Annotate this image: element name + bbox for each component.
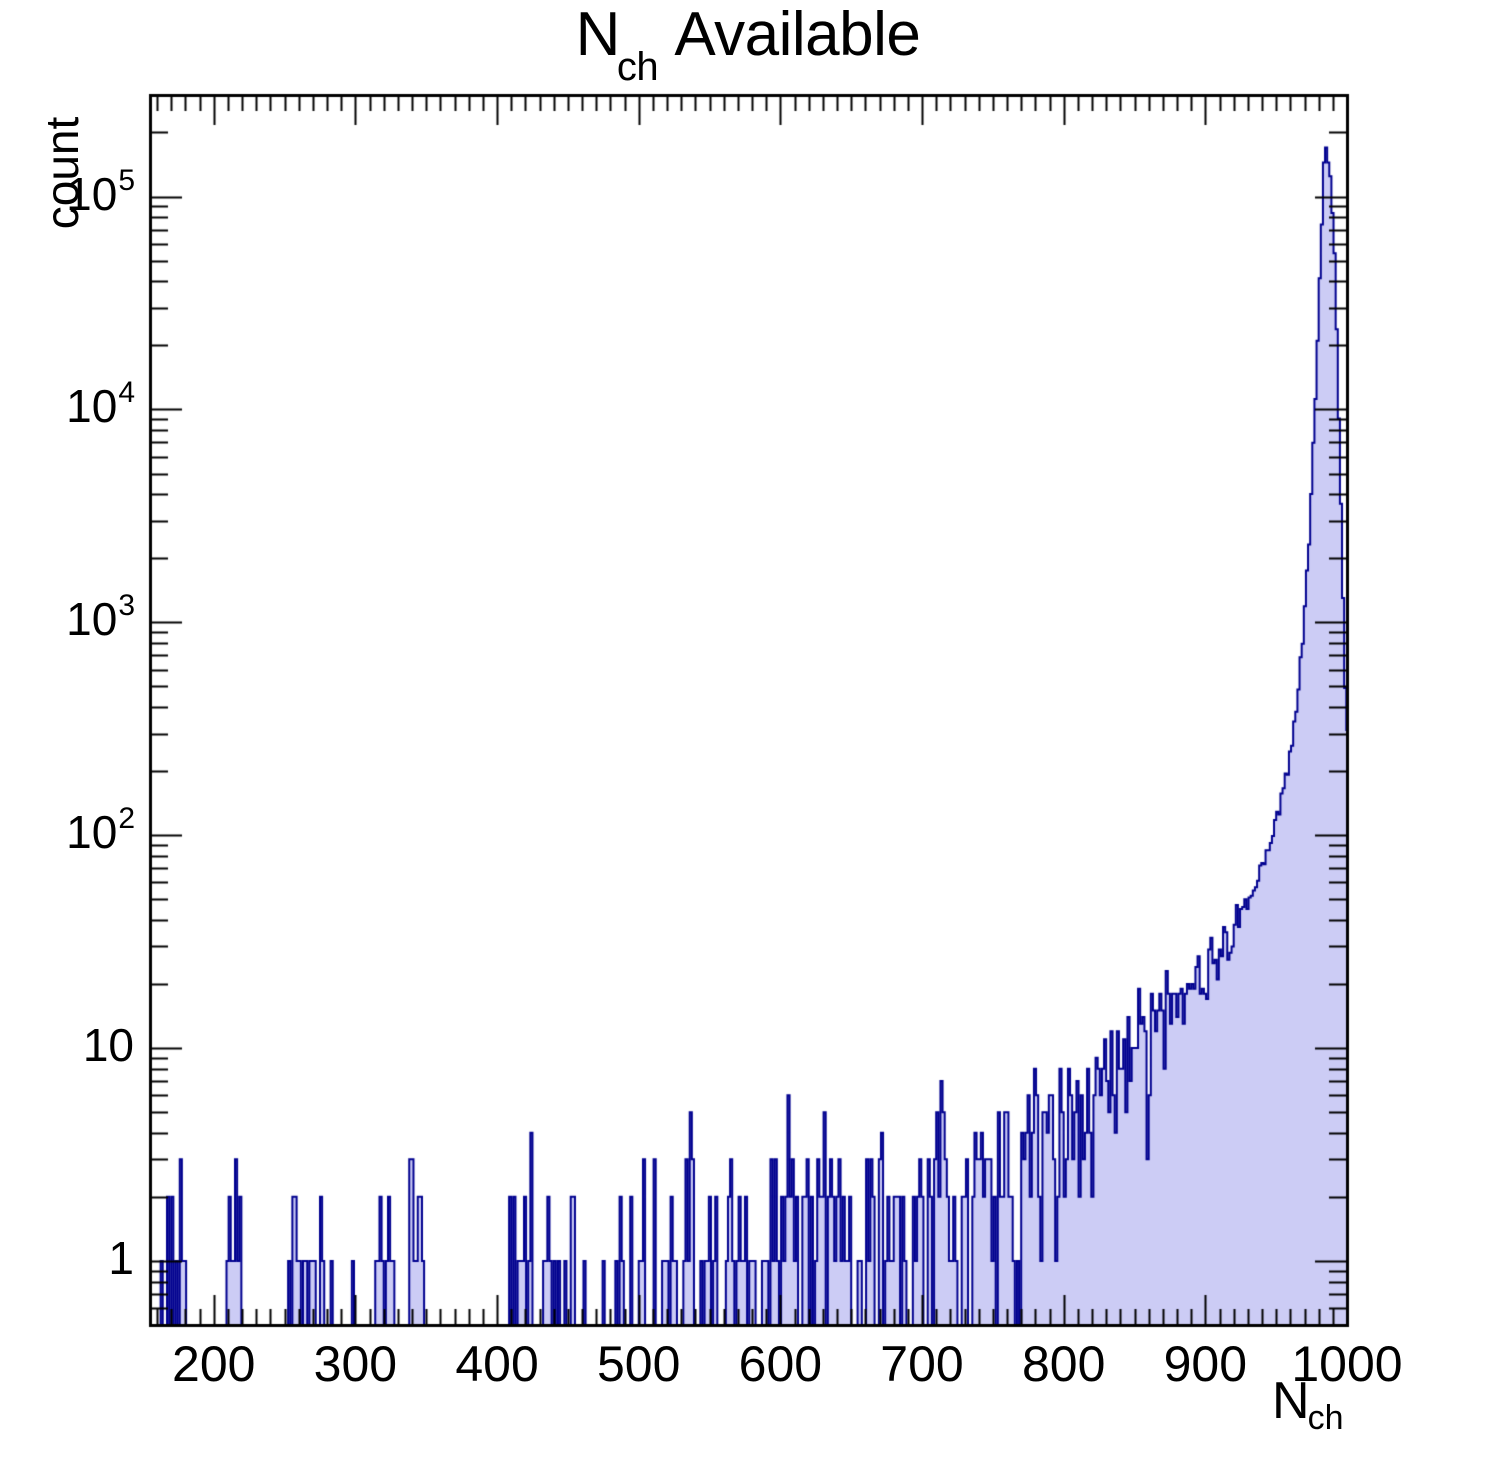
y-tick-label: 105 [0, 165, 135, 220]
x-tick-label: 1000 [1291, 1336, 1403, 1392]
x-tick-label: 700 [880, 1336, 964, 1392]
y-tick-label-exponent: 4 [118, 376, 135, 410]
chart-title: Nch Available [0, 4, 1496, 88]
y-tick-label-base: 10 [82, 1019, 134, 1072]
x-axis-title-subscript: ch [1307, 1399, 1344, 1437]
chart-title-rest: Available [661, 0, 921, 69]
y-tick-label: 103 [0, 591, 135, 646]
x-tick-label: 200 [172, 1336, 256, 1392]
x-tick-label: 600 [738, 1336, 823, 1392]
x-tick-label: 300 [313, 1336, 398, 1392]
y-tick-label-base: 10 [66, 593, 118, 646]
y-tick-label: 104 [0, 378, 135, 433]
y-tick-label-base: 10 [66, 167, 118, 220]
x-tick-label: 800 [1021, 1336, 1106, 1392]
y-tick-label-exponent: 5 [118, 163, 135, 197]
y-tick-label: 10 [0, 1022, 134, 1068]
y-tick-label: 1 [0, 1235, 134, 1281]
chart-title-subscript: ch [616, 45, 659, 90]
y-tick-label-exponent: 2 [118, 802, 135, 836]
y-tick-label-base: 10 [66, 380, 118, 433]
y-tick-label: 102 [0, 804, 135, 859]
y-tick-label-base: 1 [108, 1231, 134, 1284]
chart-title-main: N [575, 0, 621, 69]
x-tick-label: 900 [1163, 1336, 1248, 1392]
x-tick-label: 400 [455, 1336, 539, 1392]
x-axis-title: Nch [1272, 1372, 1345, 1435]
x-tick-label: 500 [596, 1336, 681, 1392]
y-tick-label-exponent: 3 [118, 589, 135, 623]
x-axis-title-main: N [1272, 1372, 1310, 1430]
y-tick-label-base: 10 [66, 806, 118, 859]
